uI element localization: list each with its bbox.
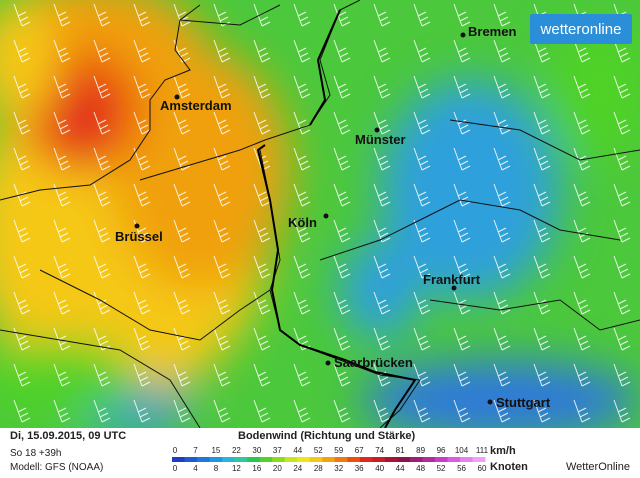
knots-label: 48 <box>416 464 425 473</box>
city-dot <box>134 223 140 229</box>
city-dot <box>460 32 466 38</box>
kmh-label: 7 <box>193 446 198 455</box>
city-dot <box>174 94 180 100</box>
color-step <box>234 457 248 462</box>
map: Bremen Amsterdam Münster Brüssel Köln Frankfu… <box>0 0 640 428</box>
brand: WetterOnline <box>566 461 630 473</box>
knots-label: 40 <box>375 464 384 473</box>
knots-label: 28 <box>314 464 323 473</box>
color-step <box>459 457 473 462</box>
city-label: Köln <box>288 215 317 230</box>
kmh-label: 15 <box>211 446 220 455</box>
color-step <box>284 457 298 462</box>
legend: 0074158221230163720442452285932673674408… <box>172 446 489 473</box>
knots-label: 8 <box>214 464 219 473</box>
knots-label: 44 <box>396 464 405 473</box>
color-step <box>272 457 286 462</box>
city-label: Frankfurt <box>423 272 481 287</box>
color-step <box>472 457 486 462</box>
unit-kmh: km/h <box>490 445 516 457</box>
kmh-label: 0 <box>173 446 178 455</box>
model: Modell: GFS (NOAA) <box>10 462 104 473</box>
kmh-label: 30 <box>252 446 261 455</box>
city-dot <box>374 127 380 133</box>
knots-label: 4 <box>193 464 198 473</box>
knots-label: 32 <box>334 464 343 473</box>
color-step <box>172 457 186 462</box>
knots-label: 20 <box>273 464 282 473</box>
color-step <box>184 457 198 462</box>
color-step <box>322 457 336 462</box>
city-label: Stuttgart <box>496 395 551 410</box>
city-label: Brüssel <box>115 229 163 244</box>
color-step <box>197 457 211 462</box>
knots-label: 56 <box>457 464 466 473</box>
city-dot <box>323 213 329 219</box>
color-step <box>384 457 398 462</box>
city-label: Münster <box>355 132 406 147</box>
kmh-label: 22 <box>232 446 241 455</box>
knots-label: 24 <box>293 464 302 473</box>
kmh-label: 111 <box>476 446 489 455</box>
legend-title: Bodenwind (Richtung und Stärke) <box>238 430 416 442</box>
color-step <box>247 457 261 462</box>
color-step <box>397 457 411 462</box>
knots-label: 0 <box>173 464 178 473</box>
city-dot <box>325 360 331 366</box>
color-step <box>222 457 236 462</box>
color-step <box>309 457 323 462</box>
knots-label: 60 <box>478 464 487 473</box>
date: Di, 15.09.2015, 09 UTC <box>10 430 127 442</box>
color-step <box>422 457 436 462</box>
color-step <box>259 457 273 462</box>
logo: wetteronline <box>540 21 622 38</box>
color-step <box>409 457 423 462</box>
color-step <box>334 457 348 462</box>
knots-label: 52 <box>437 464 446 473</box>
kmh-label: 37 <box>273 446 282 455</box>
logo-box <box>530 14 632 44</box>
knots-label: 36 <box>355 464 364 473</box>
color-step <box>359 457 373 462</box>
color-step <box>209 457 223 462</box>
color-step <box>297 457 311 462</box>
kmh-label: 89 <box>416 446 425 455</box>
city-dot <box>451 285 457 291</box>
kmh-label: 96 <box>437 446 446 455</box>
kmh-label: 74 <box>375 446 384 455</box>
city-label: Amsterdam <box>160 98 232 113</box>
kmh-label: 52 <box>314 446 323 455</box>
kmh-label: 59 <box>334 446 343 455</box>
kmh-label: 67 <box>355 446 364 455</box>
kmh-label: 44 <box>293 446 302 455</box>
color-step <box>447 457 461 462</box>
color-step <box>434 457 448 462</box>
city-label: Saarbrücken <box>334 355 413 370</box>
knots-label: 16 <box>252 464 261 473</box>
run: So 18 +39h <box>10 448 62 459</box>
city-dot <box>487 399 493 405</box>
color-step <box>372 457 386 462</box>
color-step <box>347 457 361 462</box>
city-label: Bremen <box>468 24 516 39</box>
knots-label: 12 <box>232 464 241 473</box>
unit-knots: Knoten <box>490 461 528 473</box>
kmh-label: 81 <box>396 446 405 455</box>
kmh-label: 104 <box>455 446 469 455</box>
